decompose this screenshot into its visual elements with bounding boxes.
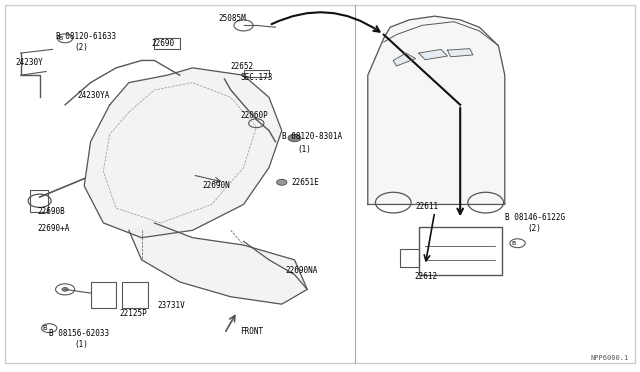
Text: 23731V: 23731V	[157, 301, 185, 311]
Text: B: B	[511, 241, 515, 246]
Text: 22651E: 22651E	[291, 178, 319, 187]
Polygon shape	[368, 16, 505, 205]
Polygon shape	[447, 49, 473, 57]
Text: NPP6000.1: NPP6000.1	[591, 355, 629, 361]
Bar	[154, 38, 180, 49]
Text: 25085M: 25085M	[218, 13, 246, 22]
Text: 22690+A: 22690+A	[37, 224, 70, 233]
Bar	[419, 227, 502, 275]
Bar	[91, 282, 116, 308]
Text: B: B	[58, 36, 63, 41]
Polygon shape	[394, 53, 415, 66]
Bar	[399, 249, 419, 267]
Text: 22125P: 22125P	[119, 309, 147, 318]
Circle shape	[276, 179, 287, 185]
Text: (1): (1)	[298, 145, 312, 154]
Text: B 08120-8301A: B 08120-8301A	[282, 132, 342, 141]
Bar	[244, 70, 269, 77]
Text: 24230Y: 24230Y	[15, 58, 43, 67]
Polygon shape	[84, 68, 282, 238]
Text: 22690B: 22690B	[37, 207, 65, 217]
Text: 22690N: 22690N	[202, 182, 230, 190]
Bar	[122, 282, 148, 308]
Polygon shape	[419, 49, 447, 60]
Circle shape	[288, 134, 301, 142]
Text: 22611: 22611	[415, 202, 438, 211]
Text: B: B	[42, 325, 47, 331]
Text: SEC.173: SEC.173	[241, 73, 273, 81]
Text: FRONT: FRONT	[241, 327, 264, 336]
Text: (2): (2)	[527, 224, 541, 233]
Text: (2): (2)	[75, 43, 88, 52]
Text: (1): (1)	[75, 340, 88, 349]
Bar	[30, 190, 48, 212]
Text: 22652: 22652	[231, 61, 254, 71]
Text: 22060P: 22060P	[241, 111, 268, 121]
Polygon shape	[129, 223, 307, 304]
Text: 22612: 22612	[414, 272, 437, 281]
Text: 22690: 22690	[151, 39, 174, 48]
Text: B 08156-62033: B 08156-62033	[49, 329, 109, 338]
Text: 24230YA: 24230YA	[78, 91, 110, 100]
Text: 22690NA: 22690NA	[285, 266, 317, 275]
Text: B 08146-6122G: B 08146-6122G	[505, 213, 565, 222]
Circle shape	[62, 288, 68, 291]
Text: B 08120-61633: B 08120-61633	[56, 32, 116, 41]
